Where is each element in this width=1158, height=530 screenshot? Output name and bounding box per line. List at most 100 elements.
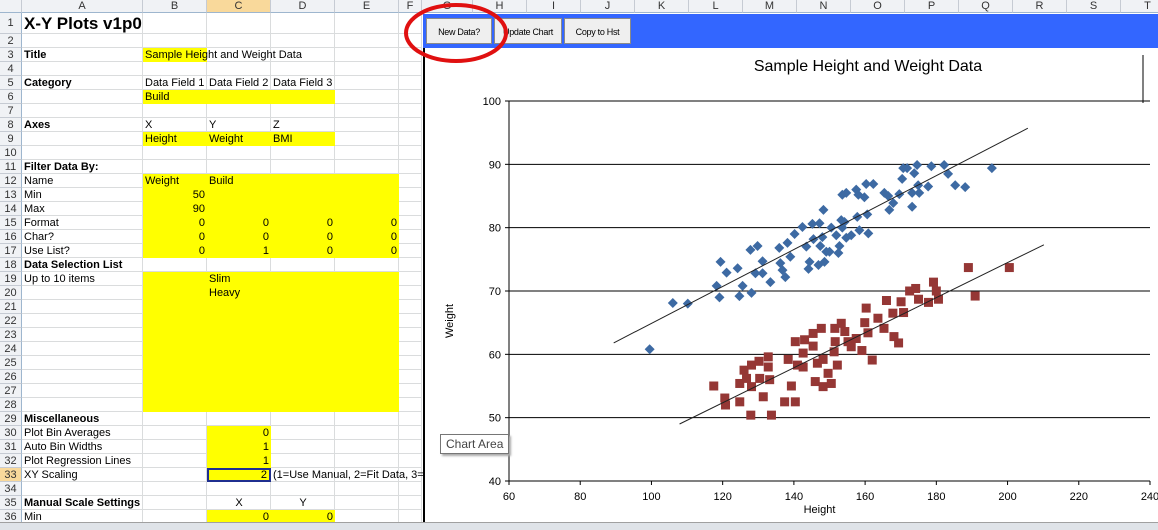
cell-F21[interactable]: [399, 300, 422, 314]
cell-F1[interactable]: [399, 13, 422, 34]
cell-B4[interactable]: [143, 62, 207, 76]
cell-C34[interactable]: [207, 482, 271, 496]
column-header-L[interactable]: L: [689, 0, 743, 13]
cell-D33[interactable]: [271, 468, 335, 482]
column-header-T[interactable]: T: [1121, 0, 1158, 13]
cell-A25[interactable]: [22, 356, 143, 370]
column-header-K[interactable]: K: [635, 0, 689, 13]
cell-D34[interactable]: [271, 482, 335, 496]
row-header-21[interactable]: 21: [0, 300, 22, 314]
column-header-I[interactable]: I: [527, 0, 581, 13]
cell-E10[interactable]: [335, 146, 399, 160]
cell-B31[interactable]: [143, 440, 207, 454]
cell-C5[interactable]: [207, 76, 271, 90]
cell-F5[interactable]: [399, 76, 422, 90]
row-header-9[interactable]: 9: [0, 132, 22, 146]
column-header-D[interactable]: D: [271, 0, 335, 13]
row-header-24[interactable]: 24: [0, 342, 22, 356]
cell-E2[interactable]: [335, 34, 399, 48]
cell-C2[interactable]: [207, 34, 271, 48]
row-header-35[interactable]: 35: [0, 496, 22, 510]
cell-E18[interactable]: [335, 258, 399, 272]
cell-F15[interactable]: [399, 216, 422, 230]
row-header-20[interactable]: 20: [0, 286, 22, 300]
row-header-33[interactable]: 33: [0, 468, 22, 482]
row-header-1[interactable]: 1: [0, 13, 22, 34]
cell-A8[interactable]: [22, 118, 143, 132]
cell-A17[interactable]: [22, 244, 143, 258]
row-header-18[interactable]: 18: [0, 258, 22, 272]
cell-A20[interactable]: [22, 286, 143, 300]
cell-C1[interactable]: [207, 13, 271, 34]
cell-A18[interactable]: [22, 258, 143, 272]
cell-value-C33[interactable]: 2: [207, 468, 271, 482]
cell-A29[interactable]: [22, 412, 143, 426]
cell-B2[interactable]: [143, 34, 207, 48]
column-header-R[interactable]: R: [1013, 0, 1067, 13]
cell-F33[interactable]: [399, 468, 422, 482]
column-header-F[interactable]: F: [399, 0, 422, 13]
row-header-34[interactable]: 34: [0, 482, 22, 496]
cell-D32[interactable]: [271, 454, 335, 468]
cell-E34[interactable]: [335, 482, 399, 496]
cell-E3[interactable]: [335, 48, 399, 62]
cell-F8[interactable]: [399, 118, 422, 132]
cell-A9[interactable]: [22, 132, 143, 146]
column-header-Q[interactable]: Q: [959, 0, 1013, 13]
cell-D7[interactable]: [271, 104, 335, 118]
cell-C11[interactable]: [207, 160, 271, 174]
cell-A34[interactable]: [22, 482, 143, 496]
cell-E30[interactable]: [335, 426, 399, 440]
cell-F23[interactable]: [399, 328, 422, 342]
cell-D18[interactable]: [271, 258, 335, 272]
cell-F20[interactable]: [399, 286, 422, 300]
column-header-N[interactable]: N: [797, 0, 851, 13]
cell-A3[interactable]: [22, 48, 143, 62]
column-header-A[interactable]: A: [22, 0, 143, 13]
row-header-26[interactable]: 26: [0, 370, 22, 384]
row-header-17[interactable]: 17: [0, 244, 22, 258]
cell-A4[interactable]: [22, 62, 143, 76]
cell-E5[interactable]: [335, 76, 399, 90]
cell-B32[interactable]: [143, 454, 207, 468]
column-header-M[interactable]: M: [743, 0, 797, 13]
cell-A15[interactable]: [22, 216, 143, 230]
cell-A32[interactable]: [22, 454, 143, 468]
row-header-29[interactable]: 29: [0, 412, 22, 426]
cell-A23[interactable]: [22, 328, 143, 342]
sheet-tabs-bar[interactable]: [0, 522, 1158, 530]
cell-F34[interactable]: [399, 482, 422, 496]
row-header-13[interactable]: 13: [0, 188, 22, 202]
column-header-E[interactable]: E: [335, 0, 399, 13]
cell-F13[interactable]: [399, 188, 422, 202]
cell-F22[interactable]: [399, 314, 422, 328]
cell-E8[interactable]: [335, 118, 399, 132]
cell-F32[interactable]: [399, 454, 422, 468]
cell-E7[interactable]: [335, 104, 399, 118]
cell-B1[interactable]: [143, 13, 207, 34]
cell-B10[interactable]: [143, 146, 207, 160]
cell-D3[interactable]: [271, 48, 335, 62]
cell-A2[interactable]: [22, 34, 143, 48]
cell-C3[interactable]: [207, 48, 271, 62]
cell-F9[interactable]: [399, 132, 422, 146]
cell-D35[interactable]: [271, 496, 335, 510]
cell-F11[interactable]: [399, 160, 422, 174]
cell-B8[interactable]: [143, 118, 207, 132]
row-header-2[interactable]: 2: [0, 34, 22, 48]
cell-A10[interactable]: [22, 146, 143, 160]
cell-A11[interactable]: [22, 160, 143, 174]
column-header-J[interactable]: J: [581, 0, 635, 13]
cell-A24[interactable]: [22, 342, 143, 356]
cell-A19[interactable]: [22, 272, 143, 286]
cell-D1[interactable]: [271, 13, 335, 34]
row-header-22[interactable]: 22: [0, 314, 22, 328]
cell-D5[interactable]: [271, 76, 335, 90]
row-header-31[interactable]: 31: [0, 440, 22, 454]
cell-C4[interactable]: [207, 62, 271, 76]
cell-A22[interactable]: [22, 314, 143, 328]
cell-B35[interactable]: [143, 496, 207, 510]
row-header-11[interactable]: 11: [0, 160, 22, 174]
column-header-S[interactable]: S: [1067, 0, 1121, 13]
cell-B30[interactable]: [143, 426, 207, 440]
